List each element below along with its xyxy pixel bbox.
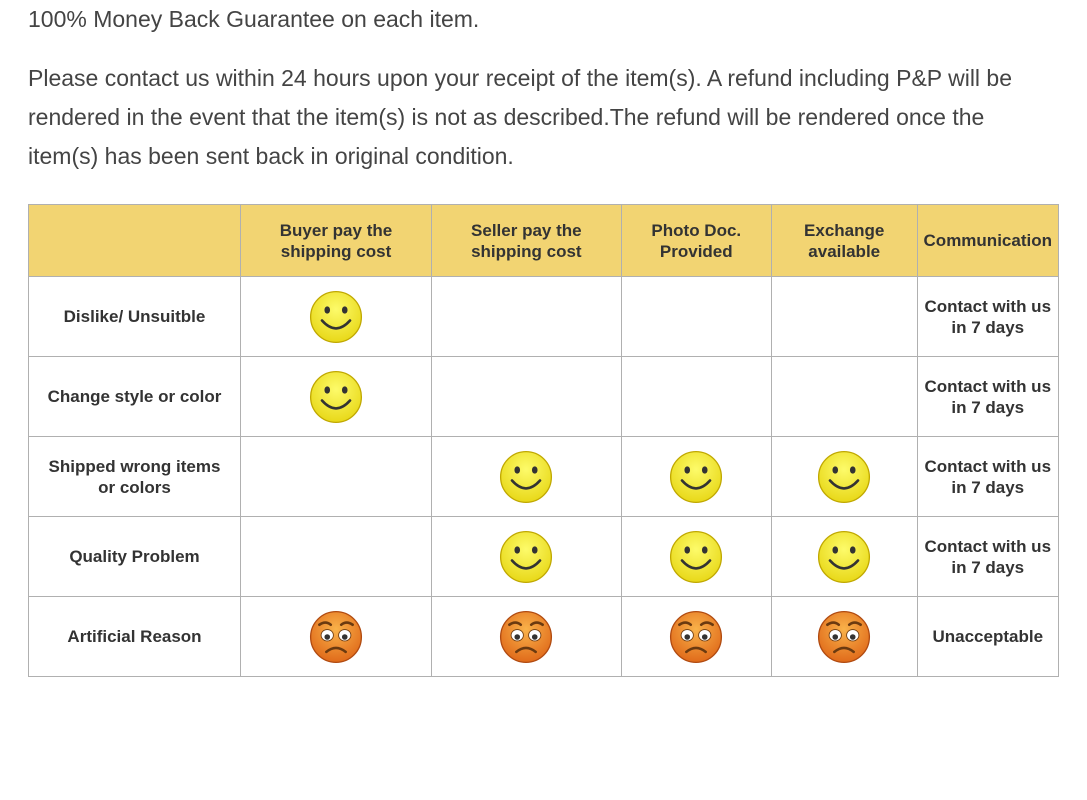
communication-cell: Contact with usin 7 days	[917, 277, 1058, 357]
communication-cell: Contact with usin 7 days	[917, 517, 1058, 597]
col-header-blank	[29, 205, 241, 277]
smile-icon	[816, 449, 872, 505]
cell-empty	[431, 357, 621, 437]
col-header-photo-doc: Photo Doc. Provided	[621, 205, 771, 277]
table-row: Change style or color Contact with usin …	[29, 357, 1059, 437]
communication-cell: Contact with usin 7 days	[917, 357, 1058, 437]
row-label: Quality Problem	[29, 517, 241, 597]
table-body: Dislike/ Unsuitble Contact with usin 7 d…	[29, 277, 1059, 677]
table-header-row: Buyer pay the shipping cost Seller pay t…	[29, 205, 1059, 277]
cell-smile	[431, 517, 621, 597]
cell-sad	[431, 597, 621, 677]
cell-empty	[241, 517, 432, 597]
smile-icon	[308, 369, 364, 425]
cell-sad	[241, 597, 432, 677]
row-label: Dislike/ Unsuitble	[29, 277, 241, 357]
smile-icon	[308, 289, 364, 345]
communication-cell: Unacceptable	[917, 597, 1058, 677]
intro-line-1: 100% Money Back Guarantee on each item.	[28, 0, 1059, 39]
col-header-buyer-pay: Buyer pay the shipping cost	[241, 205, 432, 277]
row-label: Artificial Reason	[29, 597, 241, 677]
refund-policy-table: Buyer pay the shipping cost Seller pay t…	[28, 204, 1059, 677]
table-row: Quality Problem	[29, 517, 1059, 597]
table-row: Shipped wrong items or colors	[29, 437, 1059, 517]
table-row: Dislike/ Unsuitble Contact with usin 7 d…	[29, 277, 1059, 357]
intro-paragraph: Please contact us within 24 hours upon y…	[28, 59, 1059, 176]
smile-icon	[498, 529, 554, 585]
cell-smile	[621, 437, 771, 517]
cell-empty	[771, 277, 917, 357]
intro-text: 100% Money Back Guarantee on each item. …	[28, 0, 1059, 176]
cell-smile	[431, 437, 621, 517]
table-row: Artificial Reason	[29, 597, 1059, 677]
sad-icon	[498, 609, 554, 665]
smile-icon	[816, 529, 872, 585]
cell-smile	[241, 277, 432, 357]
cell-empty	[771, 357, 917, 437]
cell-smile	[621, 517, 771, 597]
sad-icon	[668, 609, 724, 665]
sad-icon	[816, 609, 872, 665]
sad-icon	[308, 609, 364, 665]
smile-icon	[668, 529, 724, 585]
cell-smile	[771, 517, 917, 597]
cell-sad	[621, 597, 771, 677]
communication-cell: Contact with usin 7 days	[917, 437, 1058, 517]
row-label: Change style or color	[29, 357, 241, 437]
row-label: Shipped wrong items or colors	[29, 437, 241, 517]
cell-empty	[241, 437, 432, 517]
cell-smile	[771, 437, 917, 517]
col-header-communication: Communication	[917, 205, 1058, 277]
cell-empty	[431, 277, 621, 357]
smile-icon	[498, 449, 554, 505]
cell-empty	[621, 277, 771, 357]
smile-icon	[668, 449, 724, 505]
col-header-seller-pay: Seller pay the shipping cost	[431, 205, 621, 277]
cell-sad	[771, 597, 917, 677]
col-header-exchange: Exchange available	[771, 205, 917, 277]
cell-smile	[241, 357, 432, 437]
cell-empty	[621, 357, 771, 437]
